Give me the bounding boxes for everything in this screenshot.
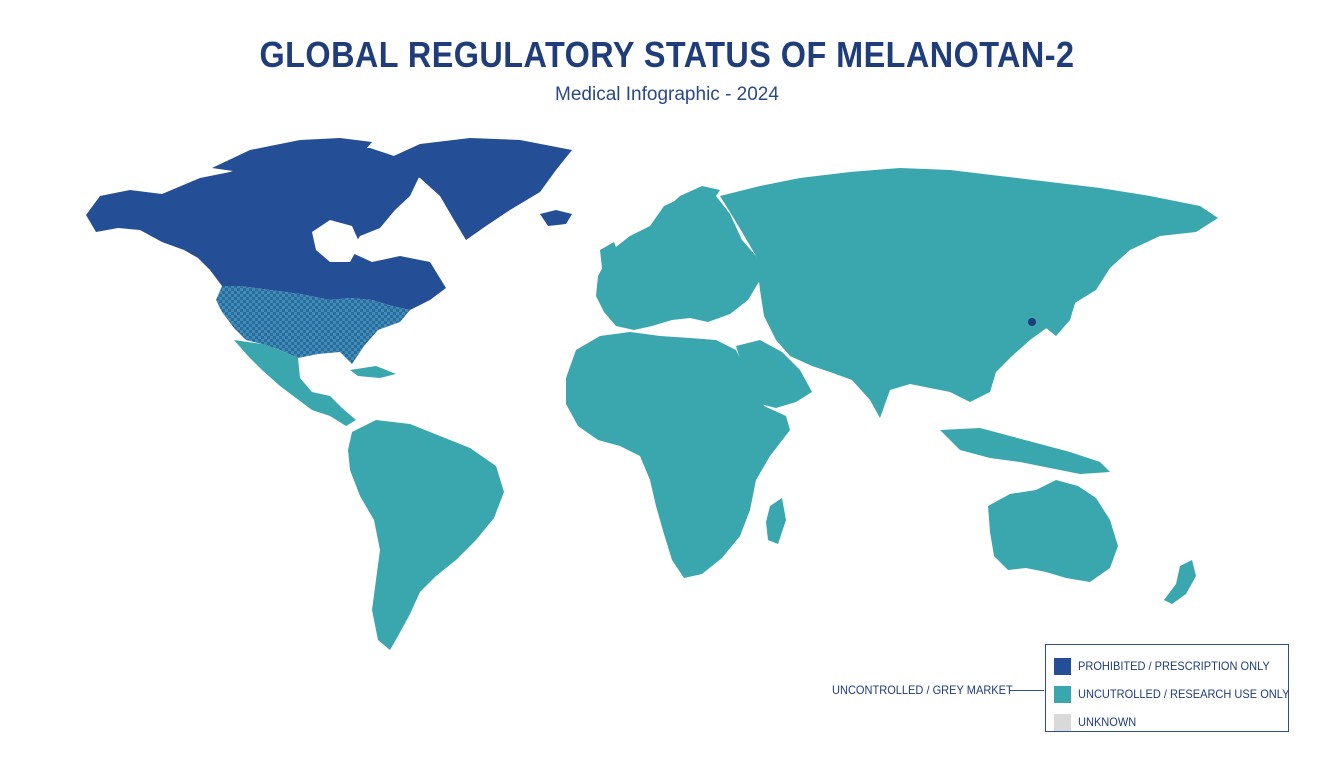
region-australia[interactable]: [988, 480, 1118, 582]
legend-swatch-uncontrolled: [1054, 685, 1071, 703]
region-africa[interactable]: [566, 332, 790, 578]
legend-swatch-prohibited: [1054, 657, 1071, 675]
legend-label: UNCUTROLLED / RESEARCH USE ONLY: [1078, 687, 1290, 701]
region-south-america[interactable]: [348, 420, 504, 650]
callout-label: UNCONTROLLED / GREY MARKET: [832, 683, 1013, 697]
region-mexico-central-america[interactable]: [234, 340, 356, 426]
region-japan[interactable]: [1046, 282, 1076, 336]
hudson-bay: [312, 220, 360, 262]
map-legend: PROHIBITED / PRESCRIPTION ONLY UNCUTROLL…: [1045, 644, 1289, 732]
legend-label: UNKNOWN: [1078, 715, 1137, 729]
region-united-states[interactable]: [216, 286, 410, 364]
region-caribbean[interactable]: [350, 366, 396, 378]
legend-label: PROHIBITED / PRESCRIPTION ONLY: [1078, 659, 1270, 673]
korea-marker[interactable]: [1028, 318, 1036, 326]
region-uk[interactable]: [600, 242, 620, 272]
legend-item-prohibited[interactable]: PROHIBITED / PRESCRIPTION ONLY: [1054, 652, 1288, 680]
region-madagascar[interactable]: [766, 498, 786, 544]
page-title: GLOBAL REGULATORY STATUS OF MELANOTAN-2: [259, 34, 1075, 75]
legend-item-uncontrolled[interactable]: UNCUTROLLED / RESEARCH USE ONLY: [1054, 680, 1290, 708]
region-asia[interactable]: [720, 168, 1218, 418]
region-southeast-asia-islands[interactable]: [940, 428, 1110, 474]
callout-leader-line: [1010, 690, 1044, 691]
region-iceland[interactable]: [540, 210, 572, 226]
page-subtitle: Medical Infographic - 2024: [555, 84, 779, 105]
region-new-zealand[interactable]: [1164, 560, 1196, 604]
region-scandinavia[interactable]: [644, 186, 720, 252]
legend-swatch-unknown: [1054, 713, 1071, 731]
legend-item-unknown[interactable]: UNKNOWN: [1054, 708, 1288, 736]
region-canada-alaska[interactable]: [86, 148, 446, 310]
region-greenland[interactable]: [385, 138, 572, 240]
region-europe[interactable]: [596, 194, 760, 330]
region-arctic-islands[interactable]: [212, 138, 372, 172]
